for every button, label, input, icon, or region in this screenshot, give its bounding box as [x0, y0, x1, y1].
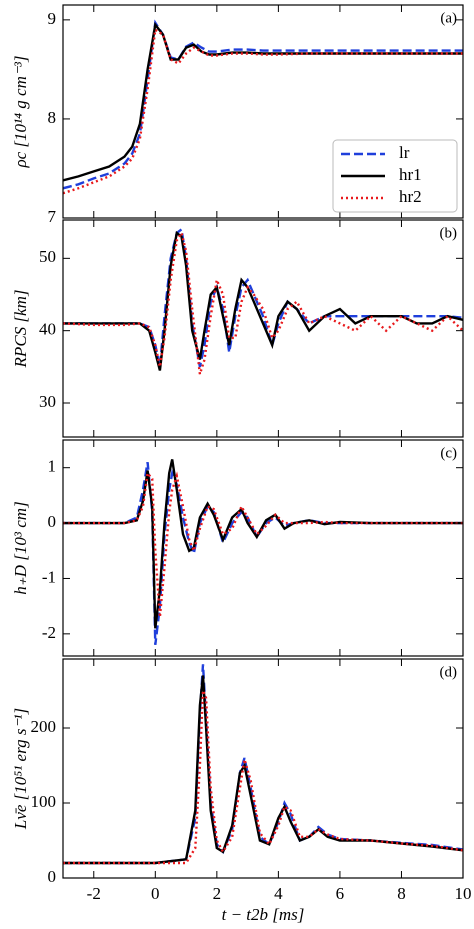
legend-label: hr1 — [399, 165, 422, 184]
legend: lr hr1 hr2 — [332, 139, 458, 213]
line-hr1 — [63, 675, 463, 865]
panel-label: (d) — [440, 664, 458, 680]
y-axis-label: RPCS [km] — [11, 290, 30, 369]
y-tick-label: 0 — [48, 512, 57, 531]
y-axis-label: h₊D [10³ cm] — [11, 501, 30, 594]
x-tick-label: 6 — [336, 884, 345, 903]
line-lr — [63, 462, 463, 646]
line-hr1 — [63, 459, 463, 629]
panel-label: (a) — [440, 10, 457, 26]
legend-label: hr2 — [399, 187, 422, 206]
y-axis-label: Lν̄e [10⁵¹ erg s⁻¹] — [11, 708, 30, 830]
plot-frame — [62, 219, 464, 438]
panel: 0 100 200 -2 0 2 4 6 8 10 (d) Lν̄e [10⁵¹ erg s⁻¹] t … — [11, 658, 472, 924]
x-tick-label: 8 — [397, 884, 406, 903]
x-tick-label: 2 — [213, 884, 222, 903]
series-group — [63, 19, 463, 195]
y-axis-label: ρc [10¹⁴ g cm⁻³] — [11, 55, 30, 168]
line-lr — [63, 19, 463, 190]
y-tick-label: 100 — [31, 792, 57, 811]
panel-label: (b) — [440, 225, 458, 241]
series-group — [63, 664, 463, 865]
y-tick-label: 8 — [48, 108, 57, 127]
line-hr2 — [63, 27, 463, 195]
x-tick-label: 0 — [151, 884, 160, 903]
plot-frame — [62, 4, 464, 219]
series-group — [63, 459, 463, 646]
x-tick-label: 4 — [274, 884, 283, 903]
series-group — [63, 227, 463, 375]
plot-frame — [62, 439, 464, 657]
line-lr — [63, 664, 463, 865]
y-tick-label: 0 — [48, 867, 57, 886]
line-hr2 — [63, 470, 463, 618]
y-tick-label: 1 — [48, 457, 57, 476]
line-hr2 — [63, 690, 463, 865]
legend-label: lr — [399, 143, 410, 162]
panel: 7 8 9 (a) ρc [10¹⁴ g cm⁻³] lr hr1 hr2 — [11, 4, 464, 226]
x-tick-label: -2 — [87, 884, 101, 903]
y-tick-label: -2 — [42, 623, 56, 642]
line-hr1 — [63, 230, 463, 371]
y-tick-label: 50 — [39, 247, 56, 266]
panel: -2 -1 0 1 (c) h₊D [10³ cm] — [11, 439, 464, 657]
y-tick-label: -1 — [42, 567, 56, 586]
y-tick-label: 200 — [31, 717, 57, 736]
panel: 30 40 50 (b) RPCS [km] — [11, 219, 464, 438]
y-tick-label: 7 — [48, 207, 57, 226]
x-tick-label: 10 — [455, 884, 472, 903]
line-hr2 — [63, 230, 463, 375]
legend-box — [332, 139, 458, 213]
x-axis-label: t − t2b [ms] — [222, 905, 305, 924]
y-tick-label: 9 — [48, 9, 57, 28]
panel-label: (c) — [440, 445, 457, 461]
y-tick-label: 40 — [39, 320, 56, 339]
line-lr — [63, 227, 463, 368]
y-tick-label: 30 — [39, 392, 56, 411]
line-hr1 — [63, 21, 463, 182]
plot-frame — [62, 658, 464, 879]
